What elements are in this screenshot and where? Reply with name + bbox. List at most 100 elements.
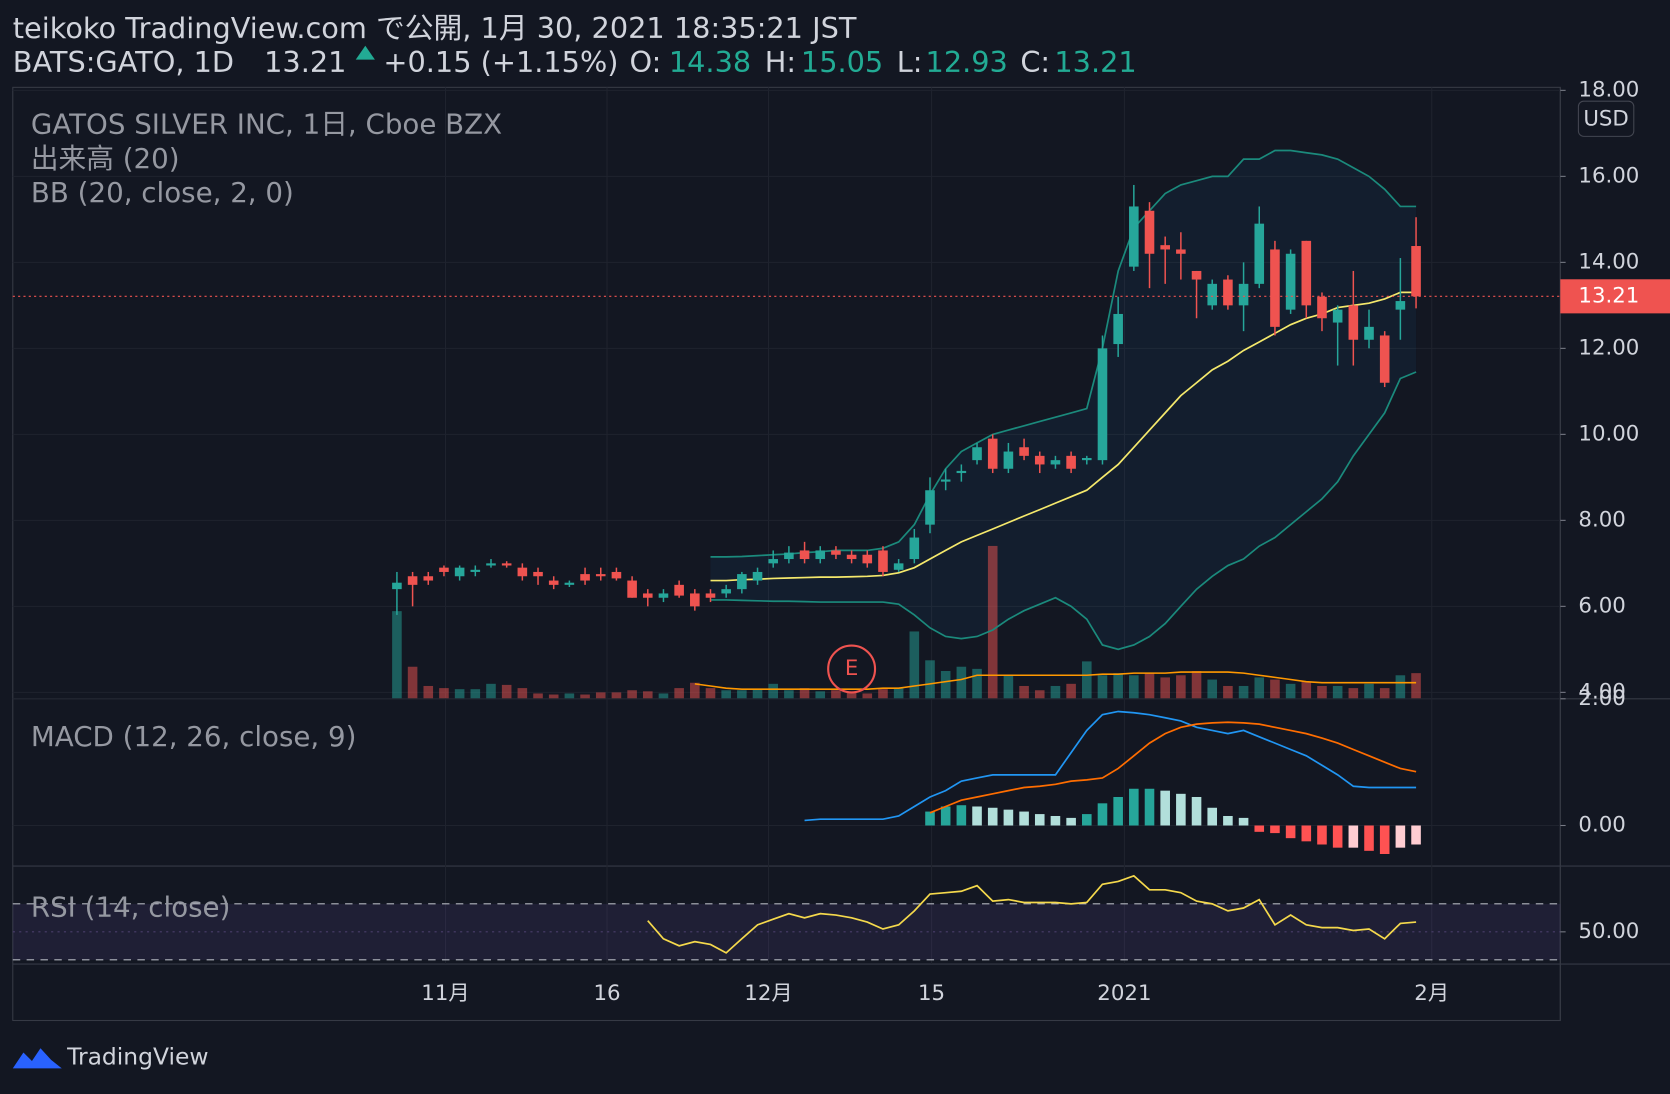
histogram-bar (1348, 825, 1359, 848)
histogram-bar (940, 806, 951, 826)
candle-body (564, 582, 575, 585)
histogram-bar (1364, 825, 1374, 851)
candle-body (1050, 460, 1061, 465)
volume-bar (862, 693, 873, 699)
candle-body (674, 584, 684, 596)
volume-bar (517, 688, 528, 699)
candle-body (423, 576, 434, 581)
candle-body (595, 574, 606, 577)
histogram-bar (987, 807, 998, 826)
volume-bar (1113, 673, 1123, 699)
volume-bar (1317, 685, 1327, 699)
volume-bar (548, 694, 559, 699)
x-tick-label: 12月 (744, 981, 792, 1006)
candle-body (1317, 296, 1327, 319)
candle-body (956, 470, 967, 474)
y-tick-label: 0.00 (1578, 812, 1625, 837)
candle-body (407, 576, 418, 585)
volume-bar (564, 693, 575, 699)
volume-bar (909, 631, 920, 699)
candle-body (1129, 206, 1139, 267)
candle-body (1113, 313, 1123, 345)
volume-bar (658, 693, 669, 699)
candle-body (1223, 279, 1233, 306)
candle-body (1191, 270, 1202, 280)
volume-bar (1097, 675, 1108, 699)
volume-bar (893, 688, 904, 699)
histogram-bar (1191, 796, 1202, 826)
candle-body (517, 567, 528, 577)
volume-bar (470, 689, 481, 699)
change: +0.15 (+1.15%) (383, 45, 618, 79)
volume-bar (627, 690, 637, 699)
volume-bar (1050, 685, 1061, 699)
candle-body (1207, 283, 1218, 306)
logo: TradingView (12, 1042, 209, 1070)
candle-body (1364, 326, 1374, 340)
volume-bar (1019, 685, 1029, 699)
currency-badge[interactable] (1577, 100, 1635, 137)
volume-bar (1285, 683, 1296, 699)
candle-body (501, 563, 512, 566)
histogram-bar (1034, 814, 1045, 826)
volume-bar (1238, 685, 1249, 699)
ohlc-value: 13.21 (1054, 45, 1136, 79)
volume-bar (1254, 677, 1265, 699)
candle-body (705, 593, 716, 598)
x-tick-label: 11月 (421, 981, 469, 1006)
y-tick-label: 10.00 (1578, 421, 1639, 446)
histogram-bar (1097, 803, 1108, 826)
histogram-bar (1019, 811, 1029, 826)
candle-body (392, 582, 402, 590)
legend-title: GATOS SILVER INC, 1日, Cboe BZX (31, 108, 502, 141)
up-arrow-icon (355, 45, 375, 60)
volume-bar (1066, 683, 1076, 699)
histogram-bar (925, 811, 935, 826)
volume-bar (690, 682, 700, 699)
candle-body (768, 559, 779, 564)
y-tick-label: 12.00 (1578, 335, 1639, 360)
histogram-bar (1379, 825, 1390, 855)
volume-bar (987, 545, 998, 699)
candle-body (831, 550, 841, 555)
legend-macd: MACD (12, 26, close, 9) (31, 720, 357, 753)
ohlc-label: C: (1020, 45, 1050, 79)
candle-body (737, 574, 747, 590)
volume-bar (1223, 685, 1233, 699)
volume-bar (439, 688, 449, 699)
volume-bar (642, 691, 653, 699)
volume-bar (407, 666, 418, 699)
ohlc-value: 14.38 (669, 45, 751, 79)
x-tick-label: 15 (918, 981, 945, 1006)
histogram-bar (1270, 825, 1280, 834)
volume-bar (815, 691, 826, 699)
legend-volume: 出来高 (20) (31, 142, 180, 175)
ohlc-label: L: (897, 45, 923, 79)
volume-bar (1176, 675, 1186, 699)
ohlc-value: 12.93 (926, 45, 1008, 79)
candle-body (1003, 451, 1014, 469)
volume-bar (1082, 661, 1092, 699)
y-tick-label: 2.00 (1578, 686, 1625, 711)
candle-body (1034, 455, 1045, 465)
candle-body (439, 567, 449, 572)
candle-body (470, 569, 481, 572)
candle-body (1285, 253, 1296, 310)
candle-body (454, 567, 465, 577)
candle-body (878, 550, 888, 572)
volume-bar (956, 666, 967, 699)
histogram-bar (1082, 814, 1092, 826)
volume-bar (454, 689, 465, 699)
volume-bar (501, 684, 512, 699)
y-tick-label: 50.00 (1578, 919, 1639, 944)
candle-body (972, 447, 982, 461)
legend-bb: BB (20, close, 2, 0) (31, 176, 294, 209)
rsi-line (647, 874, 1417, 954)
volume-bar (1207, 679, 1218, 699)
candle-body (1411, 246, 1421, 297)
candle-body (548, 580, 559, 585)
histogram-bar (1254, 825, 1265, 832)
y-tick-label: 14.00 (1578, 249, 1639, 274)
volume-bar (1411, 673, 1421, 699)
